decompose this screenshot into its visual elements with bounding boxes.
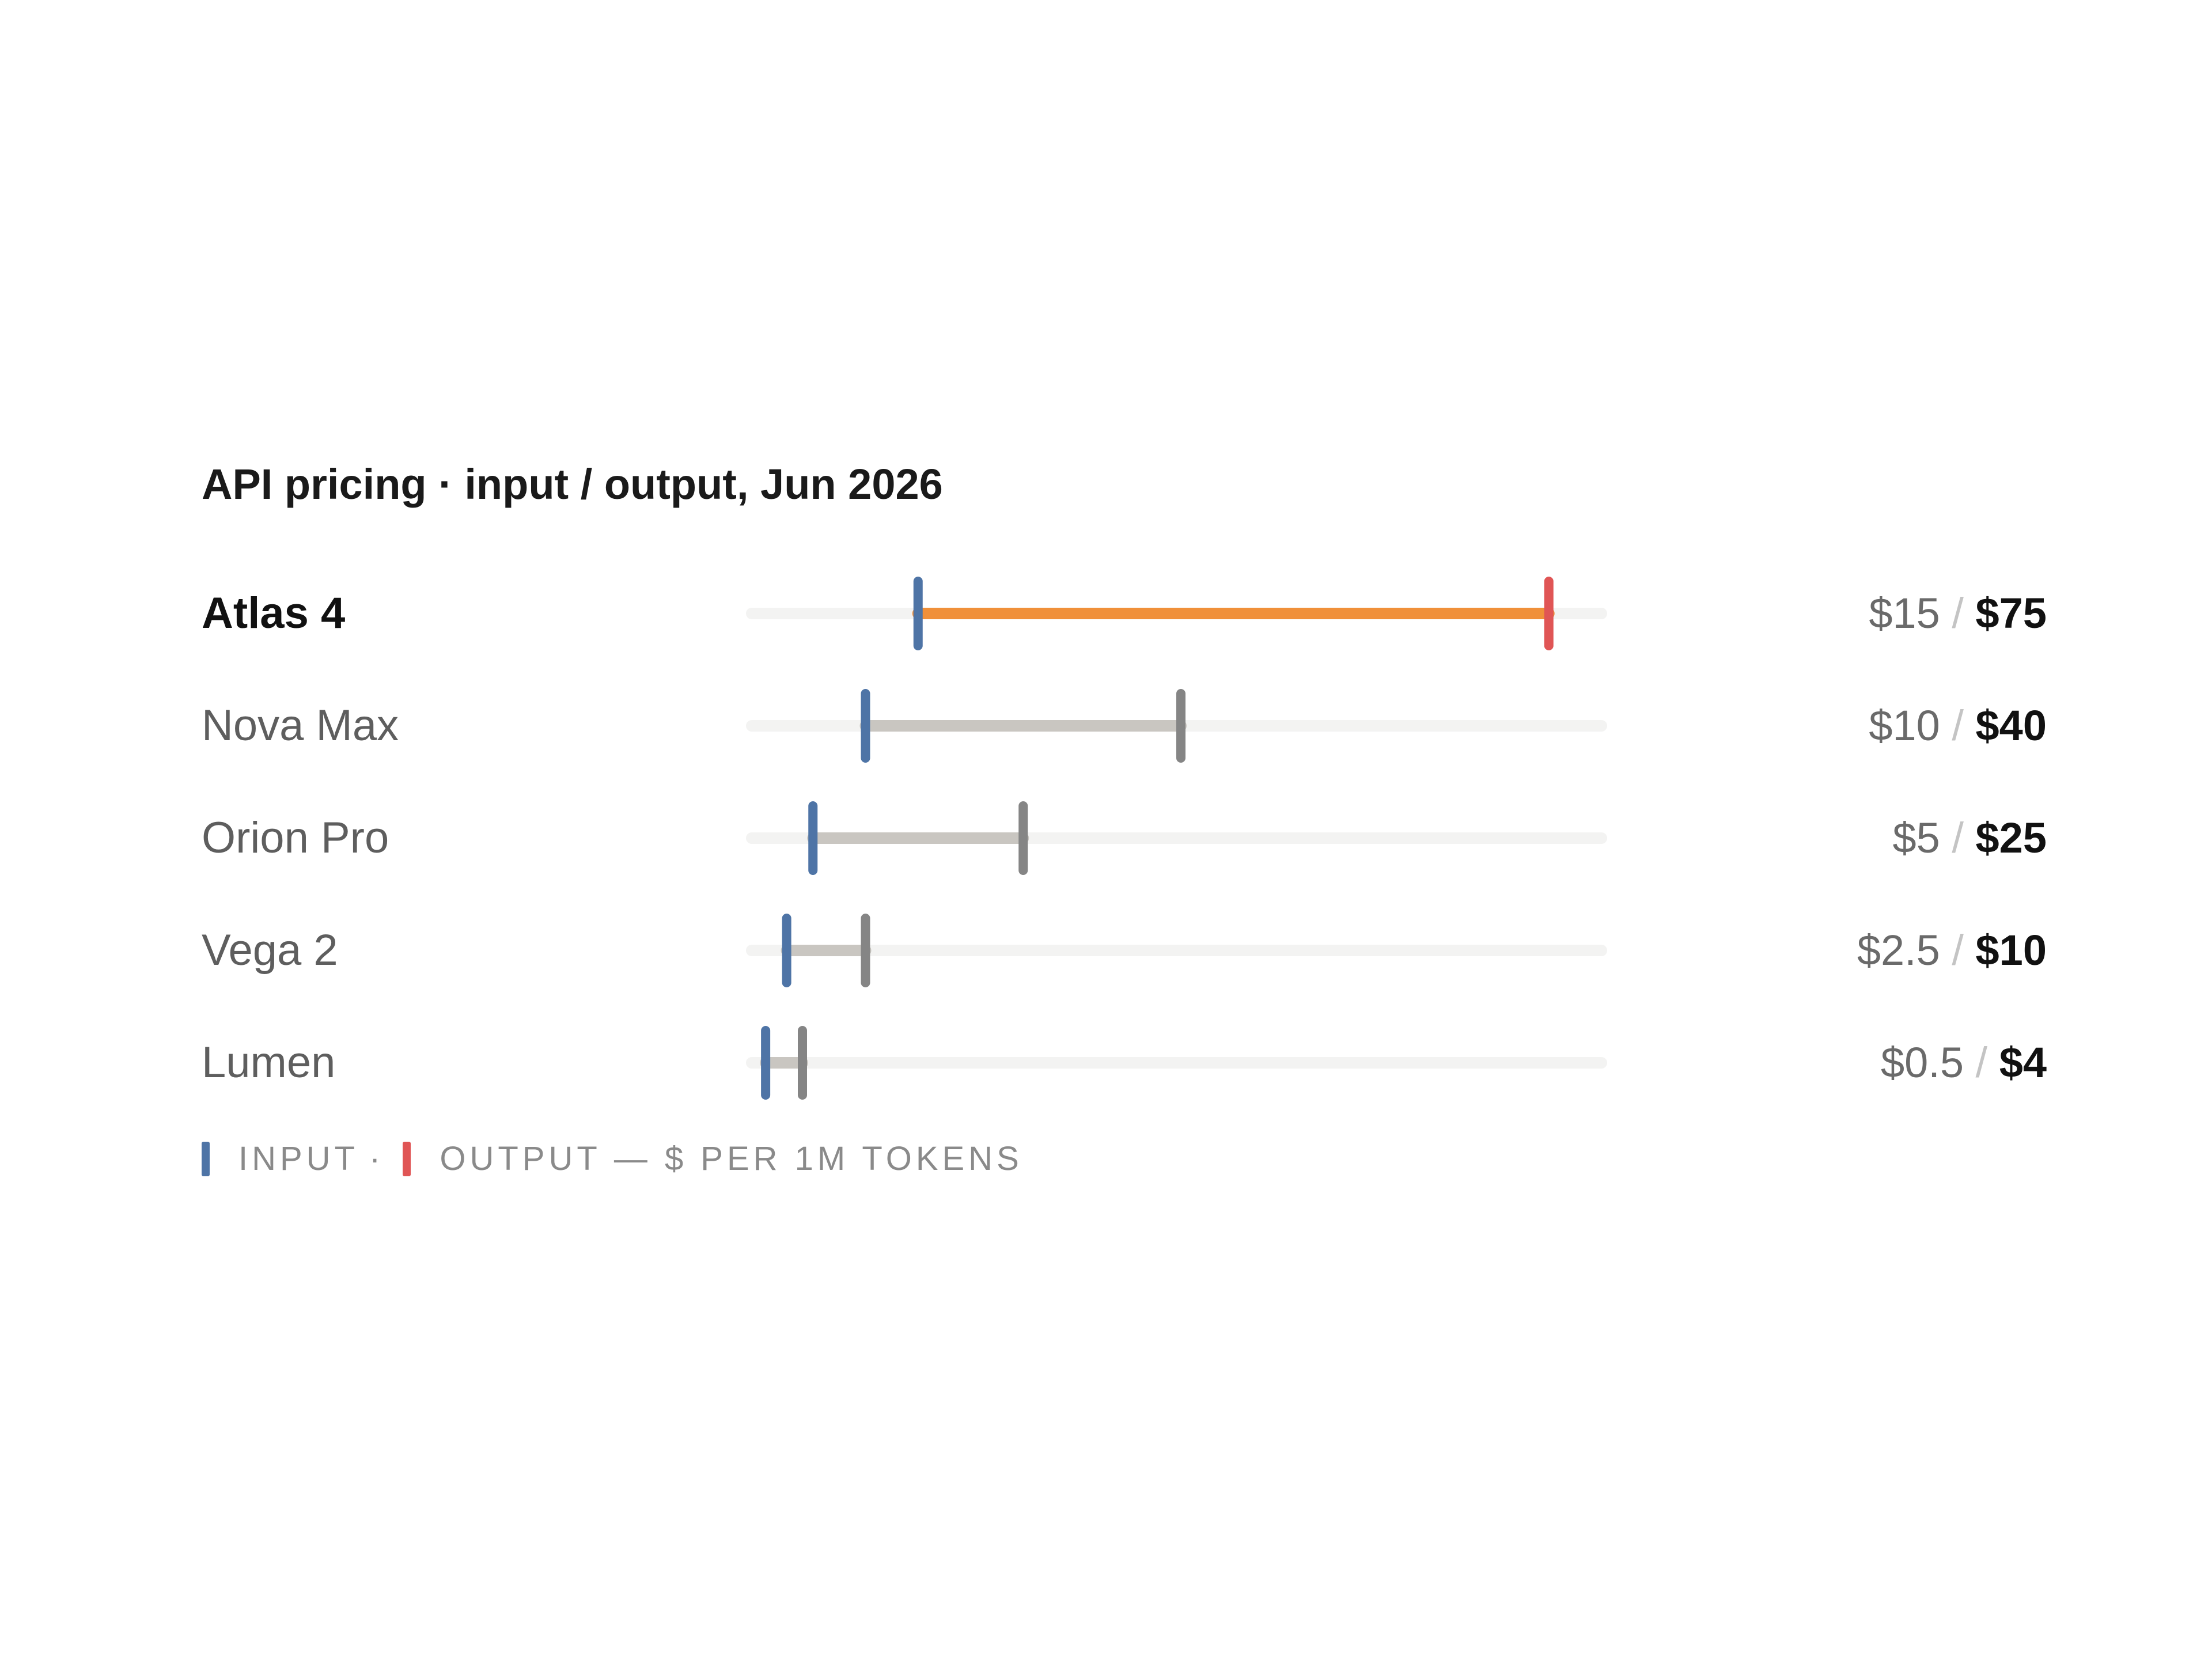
legend: INPUT · OUTPUT — $ PER 1M TOKENS <box>202 1139 1023 1178</box>
input-price-label: $5 <box>1892 814 1940 862</box>
model-label: Lumen <box>202 1038 336 1087</box>
price-separator: / <box>1940 926 1976 974</box>
price-separator: / <box>1940 702 1976 749</box>
price-values: $2.5 / $10 <box>1857 929 2047 972</box>
output-price-label: $25 <box>1975 814 2047 862</box>
output-price-label: $40 <box>1975 702 2047 749</box>
price-values: $5 / $25 <box>1893 817 2047 859</box>
input-price-label: $10 <box>1869 702 1940 749</box>
legend-separator: · <box>369 1140 385 1177</box>
model-label: Atlas 4 <box>202 589 346 638</box>
legend-output-swatch <box>403 1141 411 1176</box>
input-price-label: $2.5 <box>1857 926 1940 974</box>
input-price-label: $15 <box>1869 589 1940 637</box>
price-separator: / <box>1940 814 1976 862</box>
legend-output-label: OUTPUT — $ PER 1M TOKENS <box>440 1140 1023 1177</box>
output-price-label: $10 <box>1975 926 2047 974</box>
model-label: Orion Pro <box>202 813 389 862</box>
chart-title: API pricing · input / output, Jun 2026 <box>202 460 943 508</box>
price-values: $15 / $75 <box>1869 592 2047 635</box>
model-label: Vega 2 <box>202 926 338 975</box>
model-label: Nova Max <box>202 701 399 750</box>
legend-input-swatch <box>202 1141 210 1176</box>
legend-input-label: INPUT <box>238 1140 359 1177</box>
price-values: $0.5 / $4 <box>1881 1041 2047 1084</box>
input-price-label: $0.5 <box>1880 1039 1964 1086</box>
output-price-label: $75 <box>1975 589 2047 637</box>
price-values: $10 / $40 <box>1869 704 2047 747</box>
price-separator: / <box>1964 1039 1999 1086</box>
price-separator: / <box>1940 589 1976 637</box>
output-price-label: $4 <box>1999 1039 2047 1086</box>
